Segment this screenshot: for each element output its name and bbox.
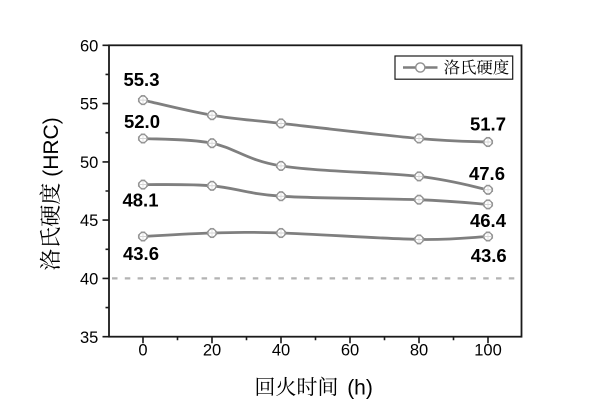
svg-text:52.0: 52.0 [124,111,160,132]
svg-text:20: 20 [203,341,221,359]
svg-text:46.4: 46.4 [470,210,507,231]
svg-text:60: 60 [80,37,98,55]
svg-text:40: 40 [80,271,98,289]
svg-text:35: 35 [80,329,98,347]
svg-text:47.6: 47.6 [469,163,505,184]
svg-text:0: 0 [138,341,147,359]
svg-text:43.6: 43.6 [123,243,159,264]
svg-text:(HRC): (HRC) [40,117,63,176]
svg-text:80: 80 [410,341,428,359]
svg-text:43.6: 43.6 [471,245,507,266]
svg-text:48.1: 48.1 [122,190,158,211]
svg-text:100: 100 [474,341,502,359]
svg-text:50: 50 [80,154,98,172]
svg-text:60: 60 [341,341,359,359]
svg-text:(h): (h) [347,376,373,399]
svg-text:45: 45 [80,212,98,230]
svg-text:55.3: 55.3 [123,69,159,90]
svg-text:51.7: 51.7 [470,114,506,135]
svg-text:40: 40 [272,341,290,359]
svg-text:55: 55 [80,96,98,114]
